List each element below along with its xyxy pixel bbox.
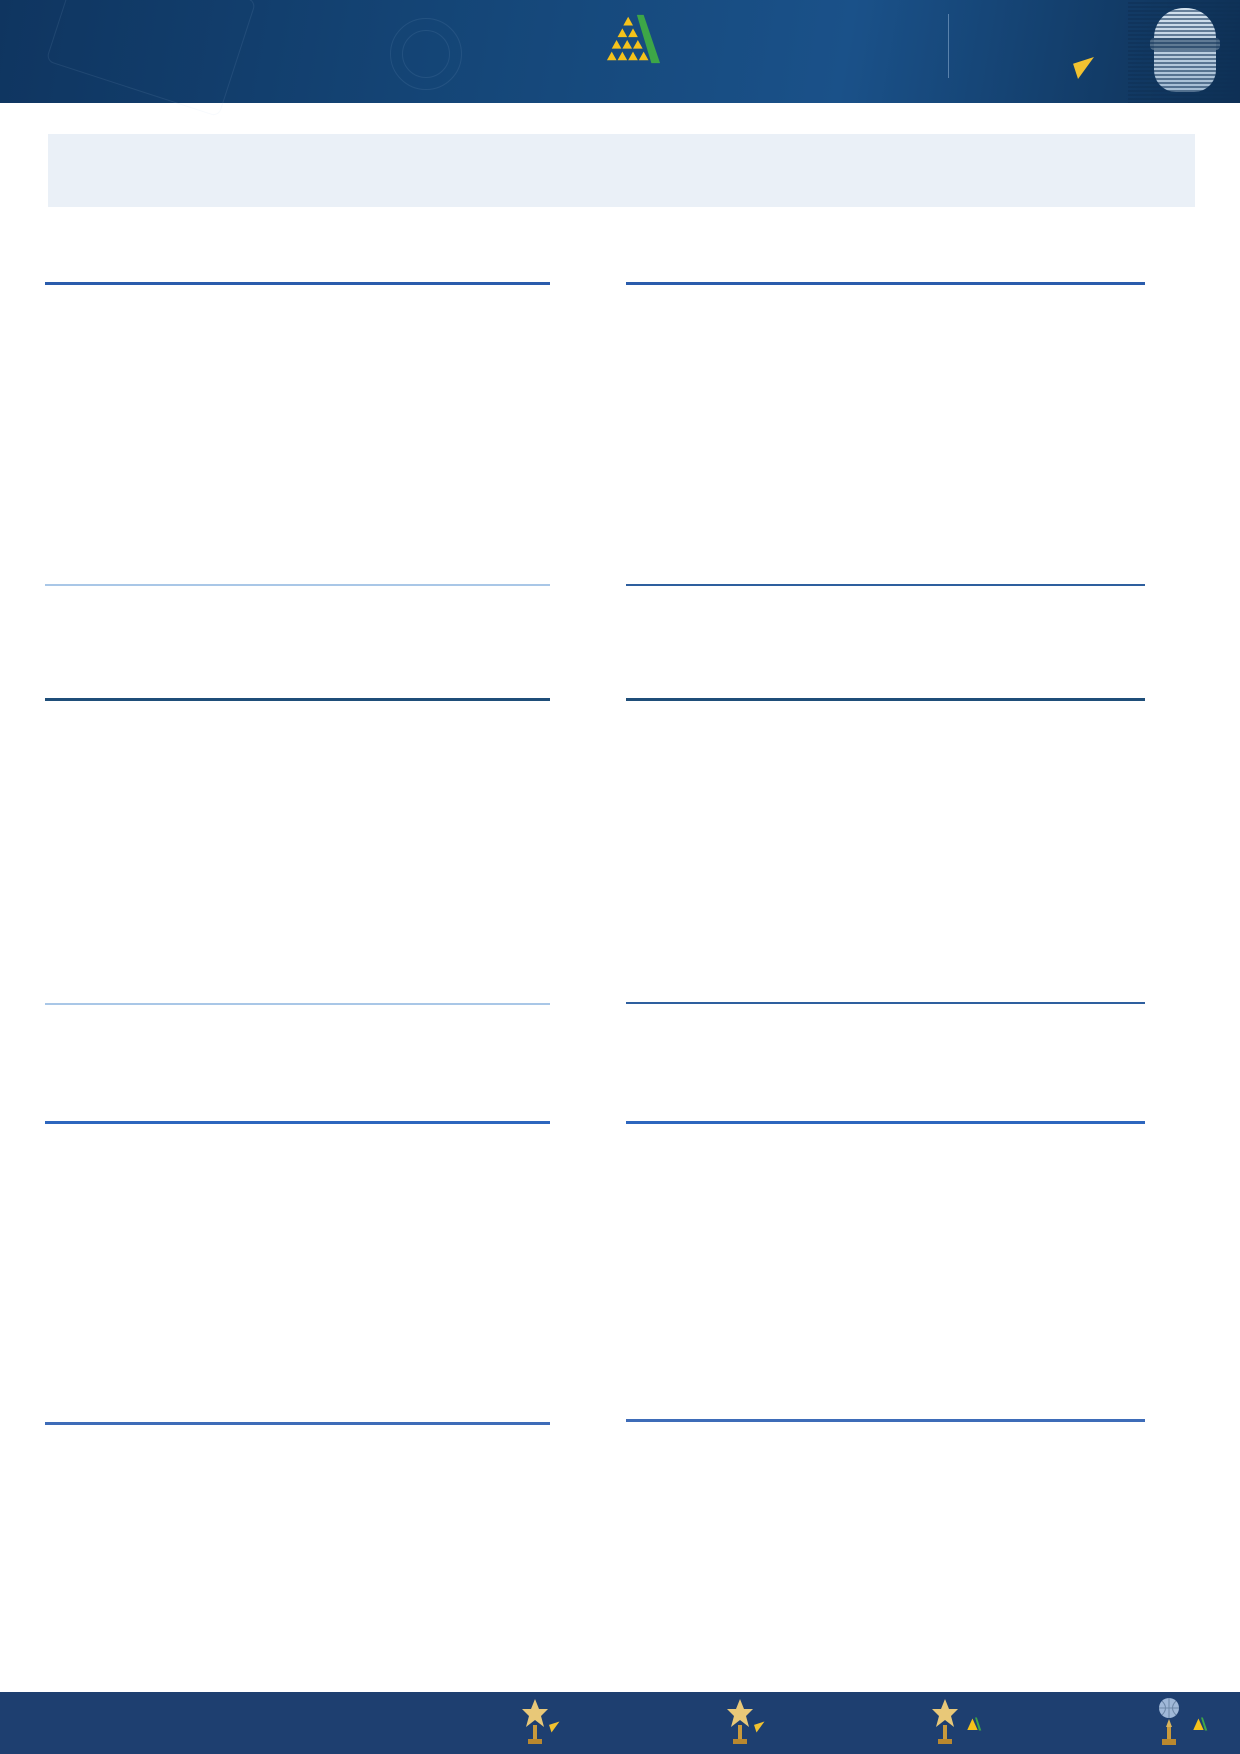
chart1-title-rule [45,282,550,285]
circuit-decoration [45,0,257,118]
footer-awards-band [0,1692,1240,1754]
header-divider [948,14,949,78]
circuit-decoration [390,18,462,90]
chart4-title-rule [626,698,1145,701]
star-trophy-icon [522,1699,548,1744]
arq-bolt-icon [1073,56,1099,80]
award-technology-effectiveness [727,1697,767,1749]
globe-trophy-icon [1159,1698,1179,1745]
star-trophy-icon [727,1699,753,1744]
arq-logo-small [754,1712,767,1734]
angel-broking-logo-icon [606,14,661,64]
circuit-decoration [402,30,450,78]
chart3-title-rule [45,698,550,701]
award-subtitle [1192,1717,1214,1731]
two-series-line-chart [626,705,1145,1005]
row2-left-separator [45,1003,550,1005]
award-launch-of-the-year [522,1697,562,1749]
chart2-title-rule [626,282,1145,285]
star-trophy-icon [932,1699,958,1744]
row2-right-separator [626,1002,1145,1004]
award-subtitle [966,1717,988,1731]
angel-broking-mini-logo-icon [967,1717,982,1731]
robot-head-image [1128,0,1240,103]
arq-bolt-icon [549,1721,562,1733]
monthly-posneg-bar-chart [626,287,1145,585]
arq-bolt-icon [754,1721,767,1733]
row3-right-separator [626,1419,1145,1422]
title-banner [48,134,1195,207]
row1-left-separator [45,584,550,586]
quarterly-bar-chart [45,287,550,585]
arq-logo-small [549,1712,562,1734]
row1-right-separator [626,584,1145,586]
row3-left-separator [45,1422,550,1425]
award-master-brand-2016 [1154,1697,1214,1749]
angel-broking-mini-logo-icon [1193,1717,1208,1731]
two-series-trend-line-chart [45,1128,550,1430]
award-best-trading-app [932,1697,988,1749]
header-banner [0,0,1240,118]
chart5-title-rule [45,1121,550,1124]
chart6-title-rule [626,1121,1145,1124]
three-series-step-line-chart [626,1128,1145,1430]
monthly-bar-chart [45,705,550,1005]
